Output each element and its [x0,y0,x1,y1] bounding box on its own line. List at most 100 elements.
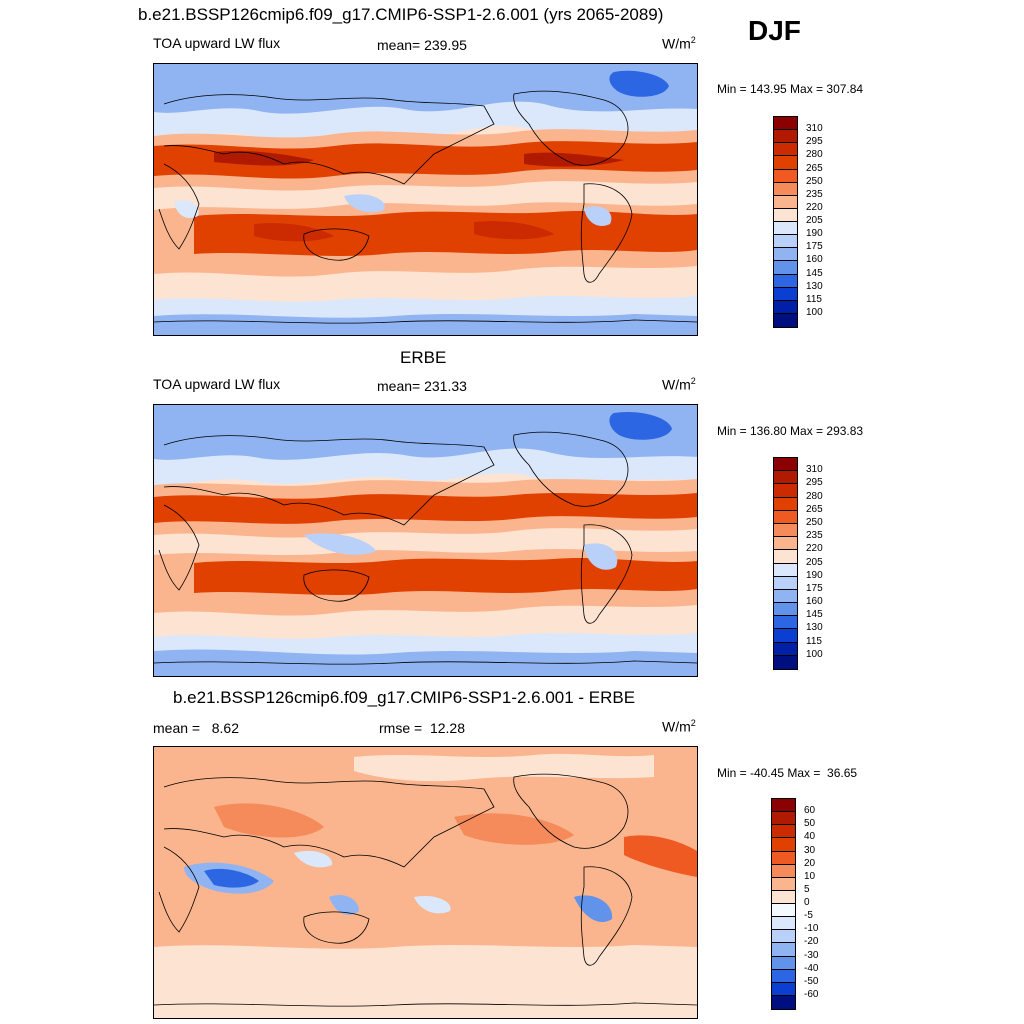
panel-variable-label: TOA upward LW flux [153,376,281,392]
legend-swatch [774,550,797,564]
legend-diff [771,798,796,1010]
legend-swatch [772,877,795,891]
legend-tick-label: 5 [804,883,810,895]
legend-tick-label: 190 [806,228,823,240]
legend-swatch [772,838,795,852]
coastline-north-america [513,773,629,849]
legend-swatch [774,537,797,551]
coastline-africa [158,504,200,591]
legend-swatch [774,471,797,485]
legend-tick-label: 10 [804,870,816,882]
coastline-south-america [580,866,633,966]
legend-tick-label: 205 [806,556,823,568]
legend-swatch [774,642,797,656]
legend-tick-label: -10 [804,923,819,935]
panel-title: b.e21.BSSP126cmip6.f09_g17.CMIP6-SSP1-2.… [173,688,636,707]
legend-tick-label: 235 [806,188,823,200]
legend-tick-label: 145 [806,267,823,279]
contour-neg-4 [294,850,333,868]
panel-mean-label: mean = 8.62 [153,720,240,736]
map-obs-svg [154,405,697,676]
legend-tick-label: 175 [806,582,823,594]
legend-swatch [774,589,797,604]
contour-nh-cold-mid [154,405,697,460]
panel-title: ERBE [400,348,447,367]
contour-pos-mid-2 [454,813,574,845]
legend-swatch [774,248,797,262]
panel-mean-label: mean= 231.33 [377,378,467,394]
contour-pos-mid-3 [624,835,697,877]
legend-swatch [774,195,797,209]
legend-tick-label: 280 [806,149,823,161]
legend-tick-label: 220 [806,201,823,213]
coastline-australia [303,911,370,944]
coastline-australia [303,569,370,602]
coastline-north-america [513,431,629,507]
contour-sh-cold-mid [154,314,697,335]
contour-nh-warm-mid [154,493,697,524]
legend-tick-label: 280 [806,490,823,502]
legend-swatch [772,825,795,839]
legend-tick-label: 20 [804,857,816,869]
contour-tropics-cold-1 [344,194,385,213]
legend-tick-label: -50 [804,975,819,987]
legend-swatch [774,261,797,275]
legend-swatch [772,943,795,957]
contour-tropics-cold-2 [584,543,618,570]
legend-swatch [774,603,797,617]
legend-tick-label: 0 [804,897,810,908]
legend-tick-label: 250 [806,516,823,528]
legend-swatch [774,313,797,327]
legend-swatch [774,458,797,472]
legend-tick-label: 175 [806,241,823,253]
coastline-africa [158,163,200,250]
coastline-asia [163,94,495,185]
legend-tick-label: 145 [806,609,823,621]
legend-tick-label: 265 [806,162,823,174]
legend-swatch [772,799,795,813]
legend-swatch [774,510,797,524]
legend-tick-label: 310 [806,464,823,476]
coastline-layer [154,90,697,324]
legend-obs [773,457,798,670]
legend-tick-label: 115 [806,293,822,305]
coastline-layer [154,431,697,665]
legend-tick-label: 40 [804,831,816,843]
legend-tick-label: 250 [806,175,823,187]
legend-swatch [774,287,797,301]
panel-units: W/m2 [662,35,696,52]
legend-swatch [772,969,795,983]
panel-units: W/m2 [662,376,696,393]
legend-swatch [774,208,797,222]
coastline-africa [158,846,200,933]
legend-swatch [774,300,797,314]
legend-swatch [772,864,795,878]
legend-swatch [772,917,795,931]
contour-neg-3 [574,895,613,923]
legend-swatch [774,523,797,538]
legend-tick-label: 100 [806,648,823,660]
coastline-south-america [580,183,633,283]
legend-swatch [772,982,795,996]
panel-units: W/m2 [662,718,696,735]
map-obs [153,404,698,677]
contour-sh-cold-mid [154,649,697,676]
legend-swatch [774,655,797,669]
legend-tick-label: -40 [804,962,819,974]
legend-tick-label: 265 [806,503,823,515]
coastline-north-america [513,90,629,166]
legend-tick-label: 60 [804,805,816,817]
legend-tick-label: 310 [806,123,823,135]
panel-mean-label: mean= 239.95 [377,37,467,53]
map-fill-layer [154,753,697,1018]
legend-tick-label: 235 [806,530,823,542]
legend-swatch [774,182,797,196]
legend-swatch [774,563,797,577]
legend-swatch [772,890,795,904]
contour-nh-cold-deep [609,411,672,440]
legend-tick-label: -20 [804,936,819,948]
contour-neg-2 [329,894,359,915]
map-diff-svg [154,747,697,1018]
legend-swatch [774,484,797,498]
coastline-australia [303,228,370,261]
